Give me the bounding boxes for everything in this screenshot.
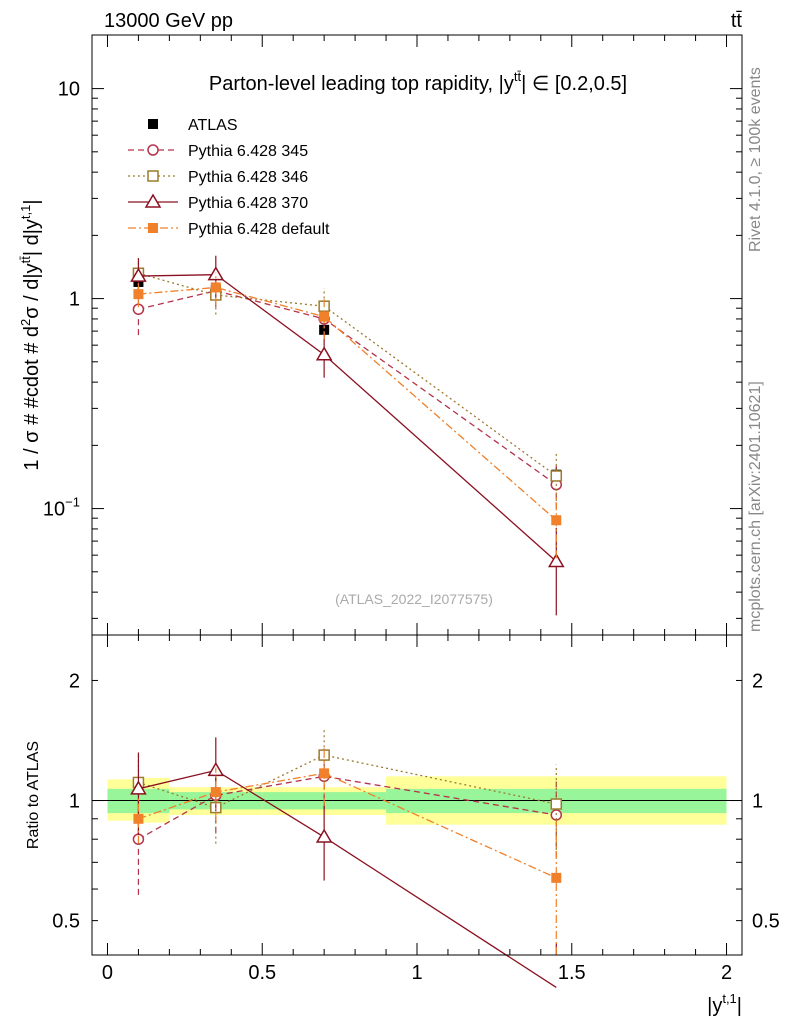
main-pdefault-point [133, 289, 144, 300]
main-ylabel: 1 / σ # #cdot # d2σ / d|ytt̄| d|yt,1| [18, 199, 43, 470]
ratio-ylabel: Ratio to ATLAS [25, 741, 42, 849]
main-p370-point [315, 346, 333, 361]
ratio-pdefault-point [551, 872, 562, 883]
ratio-ytick-label-left: 0.5 [52, 911, 80, 933]
legend: ATLAS Pythia 6.428 345 Pythia 6.428 346 Pyt… [128, 117, 330, 238]
main-p346-line [138, 272, 557, 477]
ratio-ytick-label-right: 2 [752, 670, 763, 692]
ratio-p370-line [138, 769, 557, 988]
main-pdefault-point [210, 282, 221, 293]
ratio-xtick-label: 0.5 [248, 962, 276, 984]
main-pdefault-line [138, 286, 557, 521]
ratio-xtick-label: 1.5 [558, 962, 586, 984]
main-p370-point [547, 552, 565, 568]
legend-p346-marker [147, 170, 159, 182]
ratio-p346-point [550, 798, 563, 810]
ratio-p346-line [138, 754, 557, 809]
rivet-label: Rivet 4.1.0, ≥ 100k events [747, 67, 764, 252]
ratio-p370-point [315, 828, 333, 843]
energy-label: 13000 GeV pp [104, 10, 233, 32]
ratio-ytick-label-left: 2 [69, 670, 80, 692]
legend-p345-marker [147, 144, 159, 156]
main-ytick-label: 1 [69, 289, 80, 311]
ratio-p345-line [138, 775, 557, 840]
analysis-watermark: (ATLAS_2022_I2077575) [335, 591, 493, 607]
main-ytick-label: 10 [58, 79, 80, 101]
main-p346-point [550, 470, 563, 482]
ratio-ytick-label-right: 1 [752, 791, 763, 813]
legend-pdefault-label: Pythia 6.428 default [188, 221, 330, 238]
main-atlas-point [319, 324, 330, 335]
main-p370-point [207, 266, 225, 281]
ratio-p370-point [130, 780, 147, 795]
main-ytick-label: 10−1 [43, 495, 80, 521]
ratio-frame [91, 634, 743, 956]
process-label: tt̄ [731, 10, 743, 32]
ratio-xtick-label: 2 [721, 962, 732, 984]
ratio-pdefault-point [319, 768, 330, 779]
ratio-axis-ticks: 0.5 0.5 1 1 2 2 0 0.5 1 1.5 2 [52, 635, 780, 984]
legend-p345-label: Pythia 6.428 345 [188, 143, 308, 160]
legend-atlas-marker [148, 119, 158, 129]
ratio-pdefault-point [210, 787, 221, 798]
main-title: Parton-level leading top rapidity, |ytt̄… [209, 69, 627, 95]
main-pdefault-point [551, 515, 562, 526]
main-p370-line [138, 274, 557, 562]
main-p370-point [130, 267, 147, 282]
ratio-xtick-label: 0 [102, 962, 113, 984]
main-pdefault-point [319, 311, 330, 322]
ratio-xtick-label: 1 [411, 962, 422, 984]
ratio-xlabel: |yt,1| [707, 991, 742, 1017]
ratio-pdefault-point [133, 813, 144, 824]
main-p345-line [138, 290, 557, 486]
main-series-layer [130, 255, 565, 616]
legend-p346-label: Pythia 6.428 346 [188, 169, 308, 186]
ratio-ytick-label-right: 0.5 [752, 911, 780, 933]
main-axis-ticks: 10−1 1 10 [43, 35, 742, 635]
legend-pdefault-marker [148, 223, 158, 233]
legend-atlas-label: ATLAS [188, 117, 238, 134]
ratio-series-layer [130, 727, 563, 988]
legend-p370-marker [144, 193, 162, 208]
legend-p370-label: Pythia 6.428 370 [188, 195, 308, 212]
ratio-ytick-label-left: 1 [69, 791, 80, 813]
site-label: mcplots.cern.ch [arXiv:2401.10621] [747, 381, 764, 632]
